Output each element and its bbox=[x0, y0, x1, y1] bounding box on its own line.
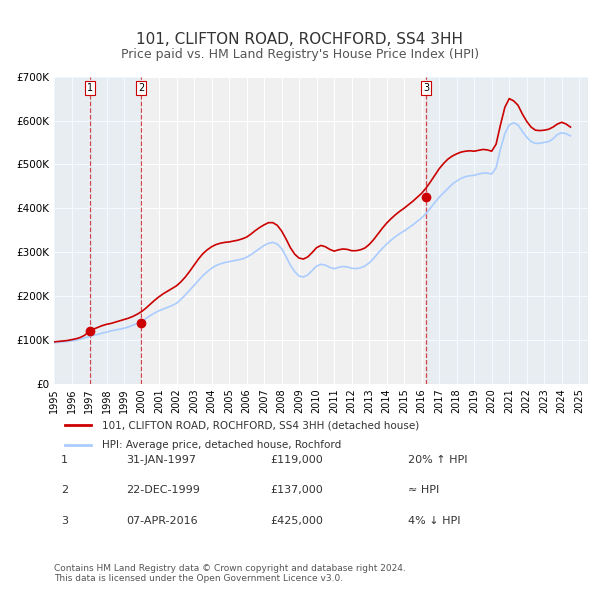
Text: 3: 3 bbox=[61, 516, 68, 526]
Bar bbox=[54, 77, 91, 384]
Text: Contains HM Land Registry data © Crown copyright and database right 2024.
This d: Contains HM Land Registry data © Crown c… bbox=[54, 563, 406, 583]
Text: 20% ↑ HPI: 20% ↑ HPI bbox=[408, 455, 467, 464]
Text: 2: 2 bbox=[138, 83, 144, 93]
Text: 2: 2 bbox=[61, 486, 68, 495]
Text: £137,000: £137,000 bbox=[270, 486, 323, 495]
Text: HPI: Average price, detached house, Rochford: HPI: Average price, detached house, Roch… bbox=[102, 440, 341, 450]
Bar bbox=[427, 77, 588, 384]
Text: £119,000: £119,000 bbox=[270, 455, 323, 464]
Text: 1: 1 bbox=[61, 455, 68, 464]
Text: 22-DEC-1999: 22-DEC-1999 bbox=[126, 486, 200, 495]
Text: 1: 1 bbox=[88, 83, 94, 93]
Text: 3: 3 bbox=[424, 83, 430, 93]
Text: 101, CLIFTON ROAD, ROCHFORD, SS4 3HH: 101, CLIFTON ROAD, ROCHFORD, SS4 3HH bbox=[137, 32, 464, 47]
Text: £425,000: £425,000 bbox=[270, 516, 323, 526]
Text: 101, CLIFTON ROAD, ROCHFORD, SS4 3HH (detached house): 101, CLIFTON ROAD, ROCHFORD, SS4 3HH (de… bbox=[102, 421, 419, 430]
Text: Price paid vs. HM Land Registry's House Price Index (HPI): Price paid vs. HM Land Registry's House … bbox=[121, 48, 479, 61]
Text: ≈ HPI: ≈ HPI bbox=[408, 486, 439, 495]
Text: 07-APR-2016: 07-APR-2016 bbox=[126, 516, 197, 526]
Bar bbox=[91, 77, 141, 384]
Text: 4% ↓ HPI: 4% ↓ HPI bbox=[408, 516, 461, 526]
Text: 31-JAN-1997: 31-JAN-1997 bbox=[126, 455, 196, 464]
